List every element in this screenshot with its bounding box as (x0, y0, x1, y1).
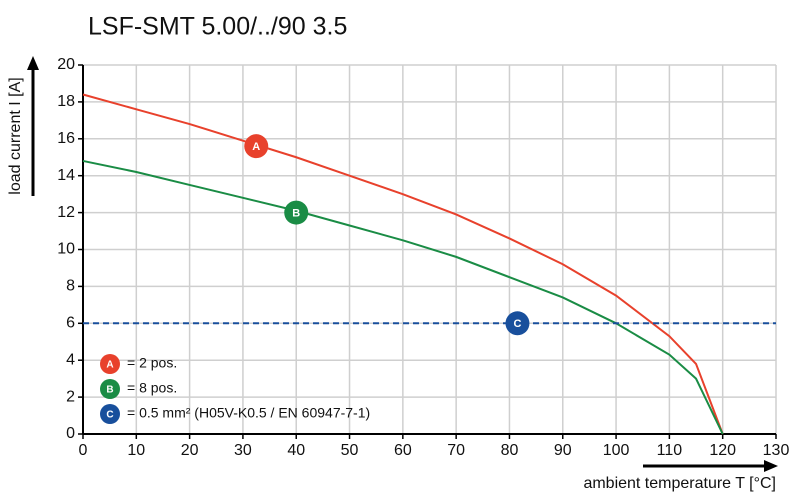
y-tick-label: 12 (57, 204, 75, 221)
y-tick-label: 2 (66, 388, 75, 405)
curve-marker (505, 311, 530, 336)
x-tick-label: 10 (127, 442, 145, 459)
x-arrowhead (764, 460, 778, 472)
x-tick-label: 20 (181, 442, 199, 459)
y-axis-label: load current I [A] (7, 77, 24, 194)
y-arrowhead (27, 56, 39, 70)
legend-label: = 2 pos. (127, 355, 177, 371)
curve-marker (284, 200, 309, 225)
grid (78, 64, 777, 439)
curve-marker (244, 134, 269, 159)
curve-marker-label: A (252, 141, 260, 153)
series-line (82, 93, 724, 435)
y-tick-label: 8 (66, 278, 75, 295)
x-tick-label: 100 (603, 442, 630, 459)
legend-label: = 8 pos. (127, 380, 177, 396)
y-tick-label: 10 (57, 241, 75, 258)
chart-title: LSF-SMT 5.00/../90 3.5 (88, 13, 347, 41)
x-tick-label: 30 (234, 442, 252, 459)
legend-marker-label: A (106, 360, 113, 371)
legend-marker (100, 354, 120, 374)
x-tick-label: 90 (554, 442, 572, 459)
x-tick-label: 130 (763, 442, 790, 459)
legend-marker-label: C (106, 410, 113, 421)
x-tick-label: 80 (501, 442, 519, 459)
y-tick-label: 20 (57, 56, 75, 73)
x-tick-label: 40 (287, 442, 305, 459)
curve-marker-label: B (292, 208, 300, 220)
y-tick-label: 6 (66, 315, 75, 332)
legend-marker (100, 379, 120, 399)
x-tick-label: 110 (657, 442, 683, 459)
y-tick-label: 4 (66, 351, 75, 368)
legend-marker (100, 404, 120, 424)
x-tick-label: 50 (341, 442, 359, 459)
x-tick-label: 0 (79, 442, 88, 459)
curve-marker-label: C (513, 318, 521, 330)
x-tick-label: 120 (709, 442, 736, 459)
plot (82, 93, 776, 435)
legend-label: = 0.5 mm² (H05V-K0.5 / EN 60947-7-1) (127, 405, 370, 421)
y-tick-label: 0 (66, 425, 75, 442)
y-tick-label: 18 (57, 93, 75, 110)
series-line (82, 159, 724, 435)
x-axis-label: ambient temperature T [°C] (583, 475, 776, 492)
y-tick-label: 16 (57, 130, 75, 147)
legend-marker-label: B (106, 385, 113, 396)
x-tick-label: 60 (394, 442, 412, 459)
y-tick-label: 14 (57, 167, 75, 184)
x-tick-label: 70 (447, 442, 465, 459)
